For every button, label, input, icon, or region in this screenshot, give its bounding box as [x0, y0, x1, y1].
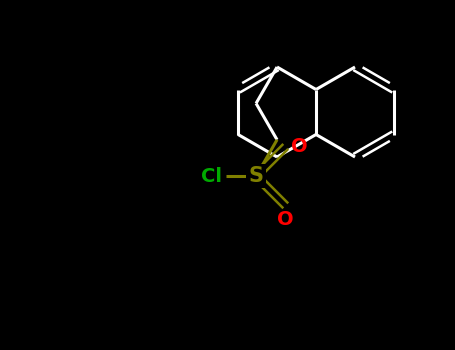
Text: Cl: Cl	[201, 167, 222, 186]
Text: O: O	[292, 137, 308, 156]
Text: S: S	[248, 166, 263, 186]
Text: O: O	[278, 210, 294, 229]
